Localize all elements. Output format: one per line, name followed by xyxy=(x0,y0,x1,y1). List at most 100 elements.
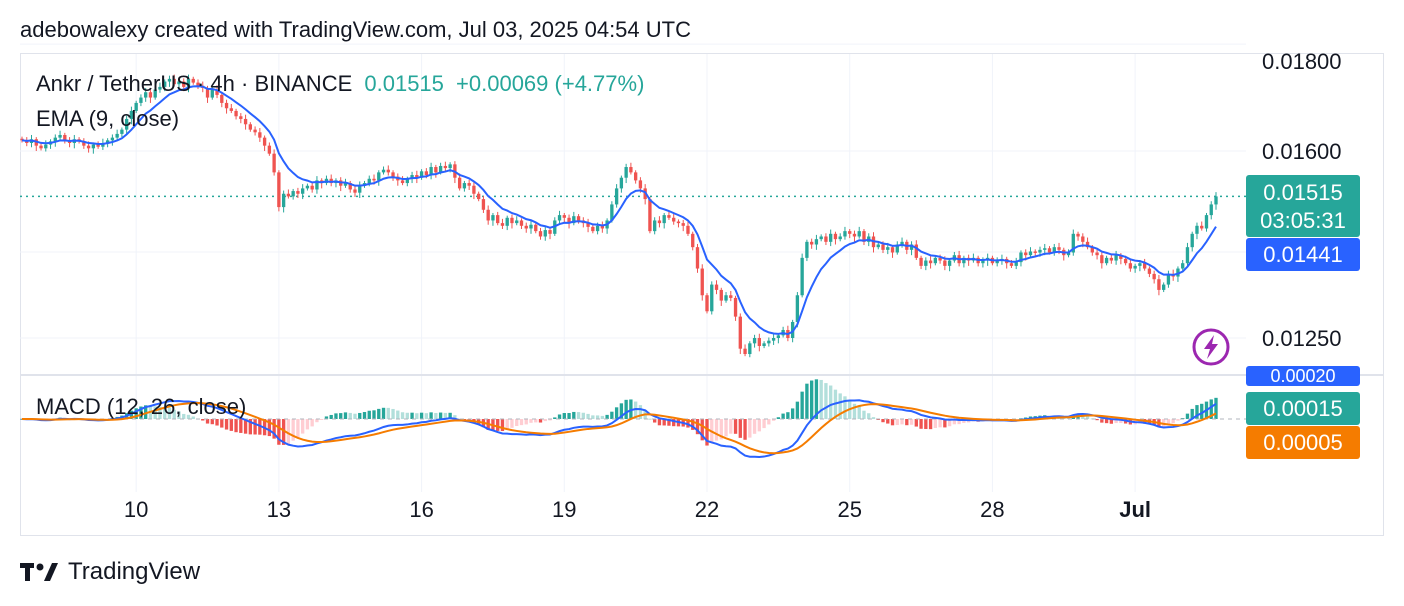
macd-histogram-bar xyxy=(1066,417,1071,419)
macd-histogram-bar xyxy=(410,412,414,419)
candle xyxy=(457,177,462,189)
macd-histogram-bar xyxy=(329,414,333,419)
macd-histogram-bar xyxy=(867,413,871,419)
macd-histogram-bar xyxy=(139,406,143,419)
candle xyxy=(310,185,314,190)
macd-histogram-bar xyxy=(515,419,519,427)
macd-histogram-bar xyxy=(895,419,899,426)
macd-histogram-bar xyxy=(824,383,828,419)
macd-histogram-bar xyxy=(434,412,438,419)
candle xyxy=(215,89,219,95)
macd-histogram-bar xyxy=(1166,419,1171,425)
lightning-icon[interactable] xyxy=(1192,328,1230,366)
macd-histogram-bar xyxy=(605,414,609,419)
macd-histogram-bar xyxy=(752,419,757,434)
signal-value-tag: 0.00005 xyxy=(1246,426,1360,459)
candle xyxy=(1024,252,1028,256)
candle xyxy=(505,217,509,226)
candle xyxy=(662,215,666,224)
x-tick-label: 19 xyxy=(552,497,577,522)
macd-histogram-bar xyxy=(1085,416,1090,419)
candle xyxy=(1133,265,1137,269)
macd-histogram-bar xyxy=(163,407,167,419)
candle xyxy=(895,244,899,253)
macd-histogram-bar xyxy=(281,419,286,445)
candle xyxy=(139,97,143,103)
macd-histogram-bar xyxy=(695,419,700,435)
candle xyxy=(614,188,619,205)
candle xyxy=(391,172,395,177)
footer-brand[interactable]: TradingView xyxy=(20,558,200,586)
macd-legend[interactable]: MACD (12, 26, close) xyxy=(36,394,252,420)
candle xyxy=(738,316,742,349)
macd-histogram-bar xyxy=(191,416,195,419)
candle xyxy=(124,118,129,130)
candle xyxy=(1085,241,1090,248)
candle xyxy=(291,191,295,197)
macd-histogram-bar xyxy=(790,408,795,419)
candle xyxy=(262,137,267,146)
candle xyxy=(153,89,157,98)
candle xyxy=(429,167,433,176)
candle xyxy=(63,134,67,141)
macd-histogram-bar xyxy=(429,412,433,419)
candle xyxy=(182,81,186,87)
candle xyxy=(1119,255,1123,259)
macd-histogram-bar xyxy=(819,379,823,419)
candle xyxy=(995,260,999,264)
macd-histogram-bar xyxy=(614,407,619,419)
candle xyxy=(20,138,24,141)
candle xyxy=(672,217,676,222)
candle xyxy=(1014,262,1018,266)
candle xyxy=(538,231,543,237)
candle xyxy=(1095,252,1099,256)
macd-histogram-bar xyxy=(419,412,424,419)
macd-histogram-bar xyxy=(134,408,138,419)
candle xyxy=(400,180,405,184)
candle xyxy=(253,129,257,133)
candle xyxy=(224,102,229,109)
macd-histogram-bar xyxy=(767,419,771,425)
ema-legend[interactable]: EMA (9, close) xyxy=(36,106,185,132)
candle xyxy=(919,257,923,266)
candle xyxy=(795,295,800,322)
macd-histogram-bar xyxy=(177,411,181,419)
macd-histogram-bar xyxy=(1200,403,1204,419)
macd-histogram-bar xyxy=(705,419,709,446)
candle xyxy=(857,231,861,237)
candle xyxy=(833,233,838,240)
candle xyxy=(386,169,390,173)
candle xyxy=(496,215,500,224)
macd-histogram-bar xyxy=(500,419,505,432)
macd-histogram-bar xyxy=(215,419,219,426)
candle xyxy=(281,193,286,208)
macd-histogram-bar xyxy=(391,408,395,419)
macd-histogram-bar xyxy=(443,412,448,419)
macd-histogram-bar xyxy=(838,393,842,419)
candle xyxy=(600,225,605,229)
macd-histogram-bar xyxy=(914,419,918,427)
macd-histogram-bar xyxy=(339,413,343,419)
candle xyxy=(843,231,847,237)
candle xyxy=(1066,252,1071,256)
macd-histogram-bar xyxy=(1104,419,1109,424)
candle xyxy=(657,220,662,224)
macd-histogram-bar xyxy=(952,419,957,425)
candle xyxy=(1209,204,1213,216)
y-tick-label: 0.01250 xyxy=(1262,326,1342,351)
candle xyxy=(714,284,719,290)
macd-histogram-bar xyxy=(229,419,233,431)
macd-histogram-bar xyxy=(234,419,238,433)
macd-histogram-bar xyxy=(548,419,552,421)
candle xyxy=(1123,258,1128,264)
macd-histogram-bar xyxy=(543,419,547,422)
macd-histogram-bar xyxy=(733,419,738,434)
symbol-label[interactable]: Ankr / TetherUS · 4h · BINANCE xyxy=(36,71,353,96)
macd-histogram-bar xyxy=(405,412,409,419)
macd-histogram-bar xyxy=(1100,419,1104,423)
macd-histogram-bar xyxy=(919,419,923,429)
candle xyxy=(44,144,48,149)
tradingview-logo-icon xyxy=(20,563,58,581)
candle xyxy=(1028,251,1033,256)
